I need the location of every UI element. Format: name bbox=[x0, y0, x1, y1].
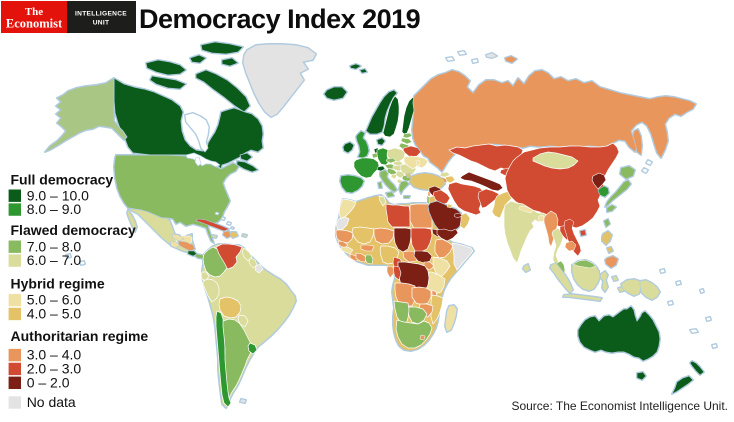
svg-text:Full democracy: Full democracy bbox=[11, 172, 114, 188]
svg-text:Economist: Economist bbox=[6, 17, 63, 31]
svg-text:3.0 – 4.0: 3.0 – 4.0 bbox=[27, 347, 82, 363]
svg-text:Authoritarian regime: Authoritarian regime bbox=[11, 328, 149, 344]
svg-text:7.0 – 8.0: 7.0 – 8.0 bbox=[27, 238, 82, 254]
svg-text:Source: The Economist Intellig: Source: The Economist Intelligence Unit. bbox=[511, 399, 728, 413]
svg-text:6.0 – 7.0: 6.0 – 7.0 bbox=[27, 252, 82, 268]
svg-text:9.0 – 10.0: 9.0 – 10.0 bbox=[27, 187, 89, 203]
svg-text:INTELLIGENCE: INTELLIGENCE bbox=[75, 11, 127, 18]
svg-text:2.0 – 3.0: 2.0 – 3.0 bbox=[27, 361, 82, 377]
svg-text:No data: No data bbox=[27, 394, 76, 410]
svg-text:UNIT: UNIT bbox=[93, 20, 110, 27]
svg-text:Flawed democracy: Flawed democracy bbox=[11, 222, 136, 238]
svg-text:Democracy Index 2019: Democracy Index 2019 bbox=[139, 4, 421, 34]
svg-text:4.0 – 5.0: 4.0 – 5.0 bbox=[27, 306, 82, 322]
svg-text:Hybrid regime: Hybrid regime bbox=[11, 275, 105, 291]
svg-text:The: The bbox=[25, 6, 43, 18]
svg-text:8.0 – 9.0: 8.0 – 9.0 bbox=[27, 201, 82, 217]
svg-text:0 – 2.0: 0 – 2.0 bbox=[27, 374, 70, 390]
svg-text:5.0 – 6.0: 5.0 – 6.0 bbox=[27, 292, 82, 308]
